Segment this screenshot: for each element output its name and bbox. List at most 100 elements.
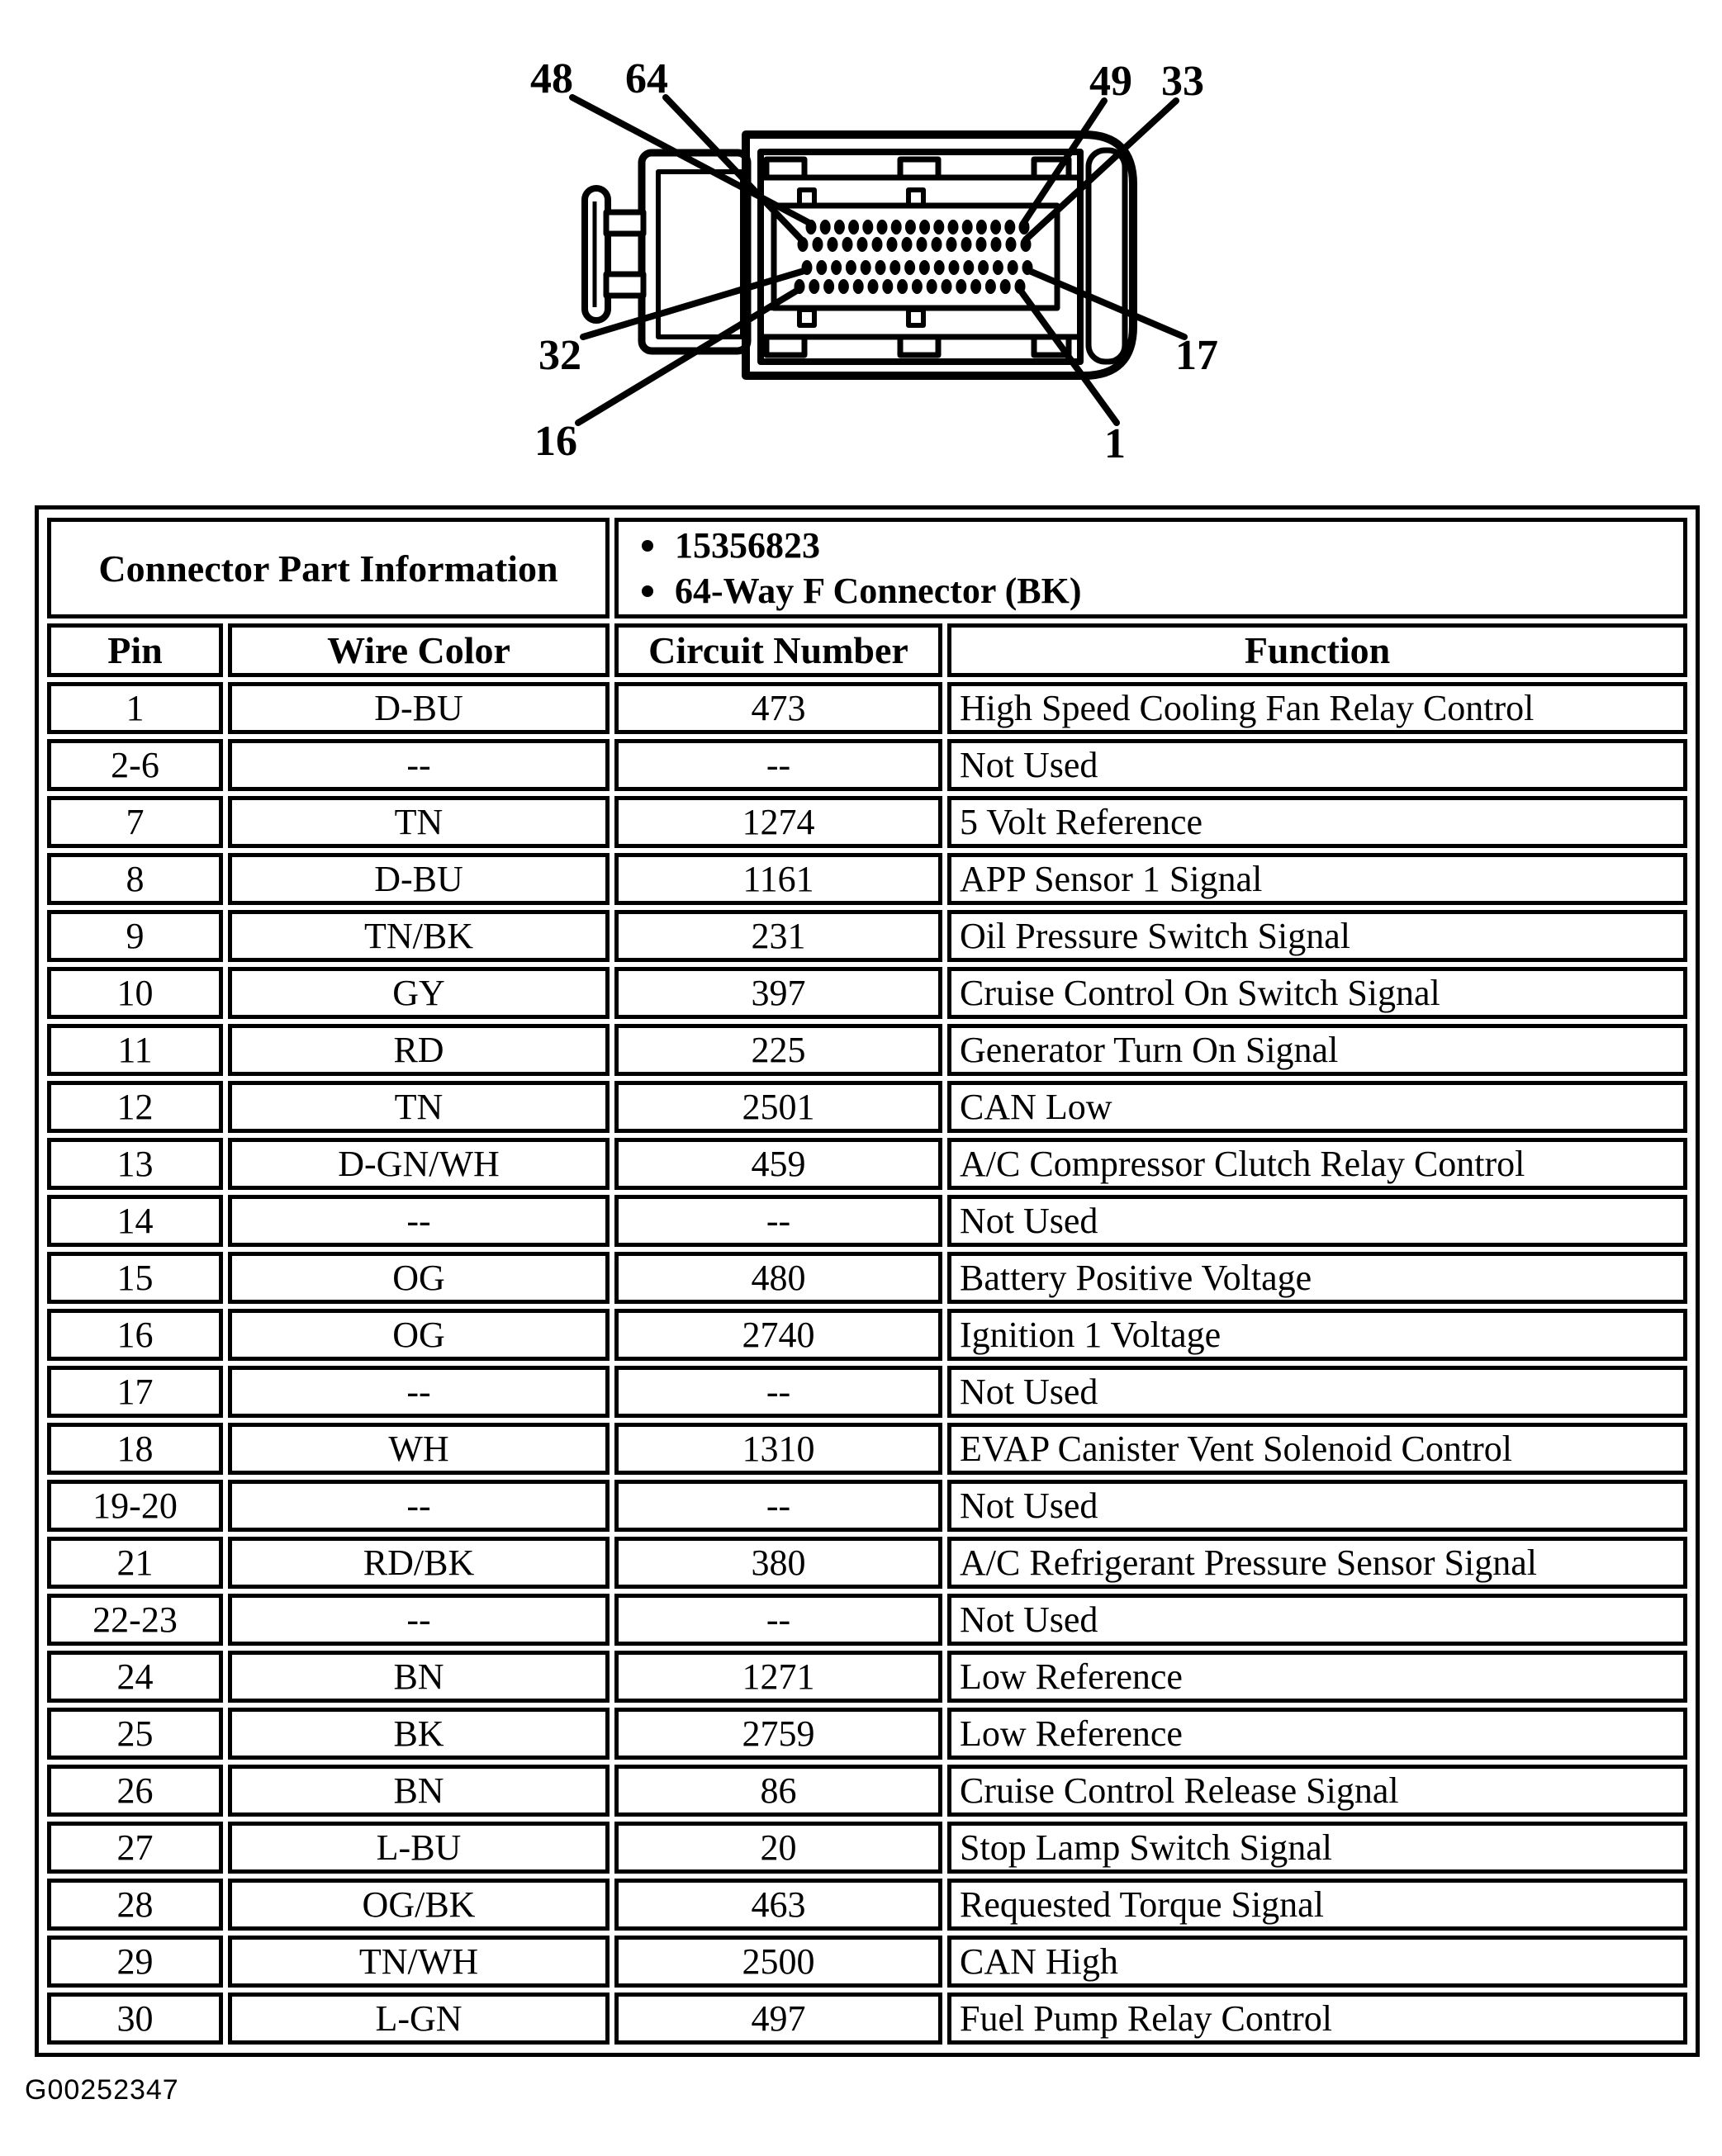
- terminal-pin: [875, 260, 886, 275]
- circuit-number-cell: 20: [614, 1822, 942, 1874]
- pin-cell: 19-20: [47, 1480, 223, 1532]
- callout-line-49: [1021, 97, 1108, 225]
- housing-end-cap: [1085, 147, 1128, 365]
- pin-cell: 8: [47, 853, 223, 905]
- wire-color-cell: RD/BK: [228, 1537, 610, 1589]
- part-info-values: 15356823 64-Way F Connector (BK): [614, 518, 1687, 618]
- circuit-number-cell: 2740: [614, 1309, 942, 1361]
- function-cell: Low Reference: [947, 1708, 1687, 1760]
- terminal-pin: [833, 220, 845, 235]
- terminal-pin: [1007, 260, 1018, 275]
- terminal-pin: [947, 220, 959, 235]
- circuit-number-cell: 225: [614, 1024, 942, 1076]
- terminal-pin: [961, 237, 972, 252]
- terminal-pin: [897, 279, 908, 294]
- terminal-pin: [882, 279, 894, 294]
- lock-tab: [763, 334, 808, 358]
- wire-color-cell: --: [228, 1366, 610, 1418]
- column-header-pin: Pin: [47, 623, 223, 677]
- wire-color-cell: L-BU: [228, 1822, 610, 1874]
- function-cell: APP Sensor 1 Signal: [947, 853, 1687, 905]
- pinout-row: 9 TN/BK 231 Oil Pressure Switch Signal: [47, 910, 1687, 962]
- pin-cell: 11: [47, 1024, 223, 1076]
- callout-labels: 48 64 49 33 32 17 16 1: [530, 55, 1218, 467]
- terminal-pin: [845, 260, 856, 275]
- terminal-pin: [819, 220, 831, 235]
- wire-color-cell: OG: [228, 1309, 610, 1361]
- pinout-row: 1 D-BU 473 High Speed Cooling Fan Relay Con…: [47, 682, 1687, 734]
- pin-cell: 17: [47, 1366, 223, 1418]
- callout-line-1: [1017, 287, 1120, 426]
- function-cell: EVAP Canister Vent Solenoid Control: [947, 1423, 1687, 1475]
- callout-label-48: 48: [530, 55, 573, 102]
- callout-line-48: [569, 94, 814, 227]
- terminal-pin: [918, 260, 930, 275]
- terminal-pin: [904, 260, 916, 275]
- function-cell: A/C Refrigerant Pressure Sensor Signal: [947, 1537, 1687, 1589]
- function-cell: Not Used: [947, 739, 1687, 791]
- circuit-number-cell: 2759: [614, 1708, 942, 1760]
- callout-label-49: 49: [1089, 58, 1132, 105]
- pinout-row: 15 OG 480 Battery Positive Voltage: [47, 1252, 1687, 1304]
- wire-color-cell: OG/BK: [228, 1879, 610, 1931]
- pinout-row: 27 L-BU 20 Stop Lamp Switch Signal: [47, 1822, 1687, 1874]
- terminal-pin: [809, 279, 820, 294]
- pin-cell: 10: [47, 967, 223, 1019]
- terminal-pin: [992, 260, 1003, 275]
- terminal-pin: [867, 279, 879, 294]
- wire-color-cell: L-GN: [228, 1993, 610, 2045]
- pin-cell: 16: [47, 1309, 223, 1361]
- housing-inner-wall: [757, 149, 1084, 365]
- circuit-number-cell: 1274: [614, 796, 942, 848]
- terminal-pin: [852, 279, 864, 294]
- terminal-pin: [916, 237, 927, 252]
- function-cell: Battery Positive Voltage: [947, 1252, 1687, 1304]
- part-info-row: Connector Part Information 15356823 64-W…: [47, 518, 1687, 618]
- terminal-pin: [1004, 220, 1016, 235]
- circuit-number-cell: --: [614, 1366, 942, 1418]
- callout-label-33: 33: [1161, 58, 1204, 105]
- terminal-pin: [856, 237, 868, 252]
- terminal-pin: [886, 237, 898, 252]
- callout-label-16: 16: [534, 418, 577, 465]
- pinout-row: 10 GY 397 Cruise Control On Switch Signal: [47, 967, 1687, 1019]
- pin-cell: 30: [47, 1993, 223, 2045]
- callout-line-33: [1022, 97, 1179, 243]
- wire-color-cell: D-BU: [228, 853, 610, 905]
- circuit-number-cell: --: [614, 1480, 942, 1532]
- terminal-pin: [816, 260, 828, 275]
- terminal-pin: [999, 279, 1011, 294]
- terminal-pin: [984, 279, 996, 294]
- terminal-pin: [963, 260, 975, 275]
- pin-cell: 15: [47, 1252, 223, 1304]
- wire-color-cell: --: [228, 1480, 610, 1532]
- callout-line-16: [575, 286, 803, 426]
- terminal-pin: [831, 260, 842, 275]
- column-header-wire: Wire Color: [228, 623, 610, 677]
- pin-cell: 25: [47, 1708, 223, 1760]
- circuit-number-cell: 480: [614, 1252, 942, 1304]
- terminal-pin: [956, 279, 967, 294]
- pin-cell: 27: [47, 1822, 223, 1874]
- function-cell: Generator Turn On Signal: [947, 1024, 1687, 1076]
- pinout-row: 29 TN/WH 2500 CAN High: [47, 1936, 1687, 1988]
- wire-color-cell: TN: [228, 796, 610, 848]
- callout-label-32: 32: [538, 332, 581, 379]
- column-header-circuit: Circuit Number: [614, 623, 942, 677]
- circuit-number-cell: --: [614, 739, 942, 791]
- wire-cover-inner: [656, 169, 745, 339]
- connector-body: [581, 130, 1137, 380]
- callout-line-64: [662, 94, 806, 244]
- wire-color-cell: WH: [228, 1423, 610, 1475]
- function-cell: Not Used: [947, 1480, 1687, 1532]
- function-cell: A/C Compressor Clutch Relay Control: [947, 1138, 1687, 1190]
- pin-cell: 13: [47, 1138, 223, 1190]
- pin-cell: 12: [47, 1081, 223, 1133]
- wire-color-cell: OG: [228, 1252, 610, 1304]
- callout-label-17: 17: [1175, 332, 1218, 379]
- pin-cell: 9: [47, 910, 223, 962]
- terminal-pin: [889, 260, 901, 275]
- terminal-pin: [904, 220, 916, 235]
- pinout-row: 14 -- -- Not Used: [47, 1195, 1687, 1247]
- callout-label-1: 1: [1104, 420, 1126, 467]
